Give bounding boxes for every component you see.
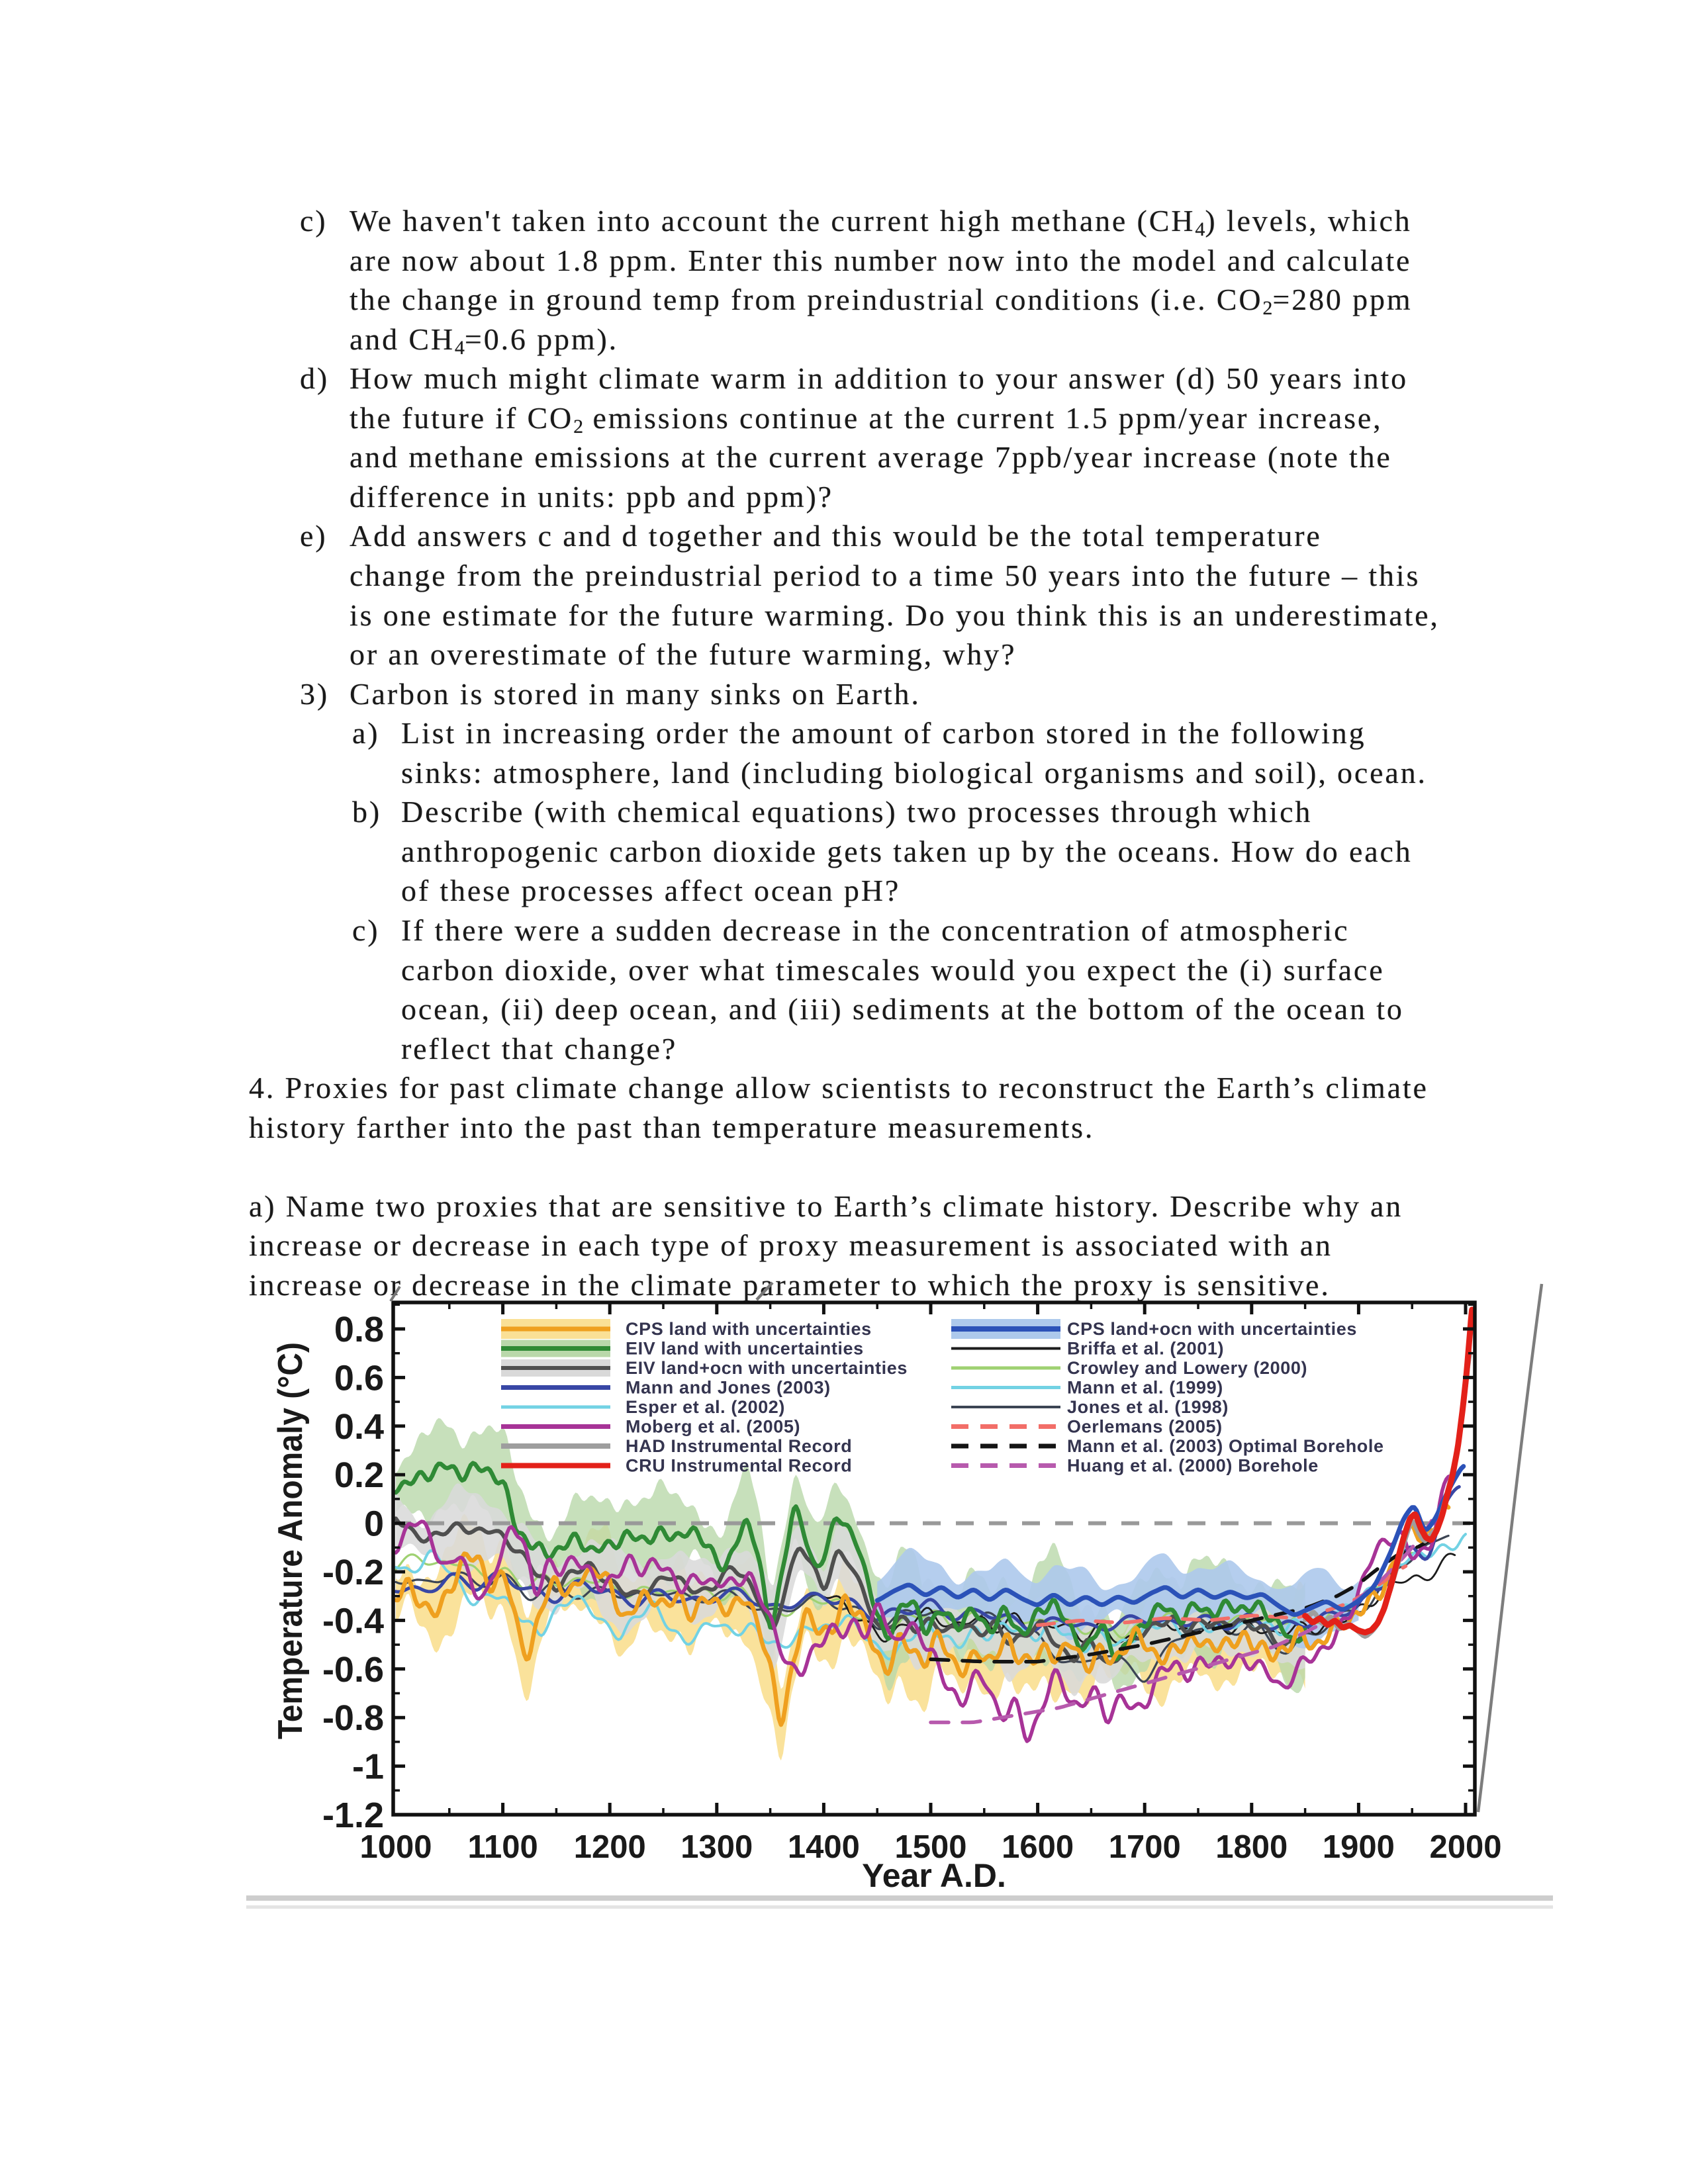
svg-text:1900: 1900 bbox=[1323, 1829, 1395, 1865]
svg-text:Mann et al. (1999): Mann et al. (1999) bbox=[1067, 1378, 1223, 1398]
svg-text:0.2: 0.2 bbox=[334, 1455, 384, 1495]
svg-text:-0.6: -0.6 bbox=[322, 1650, 384, 1690]
svg-text:Mann and Jones (2003): Mann and Jones (2003) bbox=[626, 1378, 831, 1398]
svg-text:-0.8: -0.8 bbox=[322, 1698, 384, 1738]
svg-text:1500: 1500 bbox=[894, 1829, 966, 1865]
svg-text:Oerlemans (2005): Oerlemans (2005) bbox=[1067, 1417, 1223, 1437]
svg-text:1700: 1700 bbox=[1109, 1829, 1181, 1865]
svg-text:Huang et al. (2000) Borehole: Huang et al. (2000) Borehole bbox=[1067, 1456, 1319, 1476]
svg-text:1100: 1100 bbox=[467, 1829, 538, 1865]
svg-text:1300: 1300 bbox=[680, 1829, 753, 1865]
svg-text:0.6: 0.6 bbox=[334, 1358, 384, 1398]
svg-text:-0.2: -0.2 bbox=[322, 1553, 384, 1592]
svg-text:0.8: 0.8 bbox=[334, 1310, 384, 1349]
svg-text:1200: 1200 bbox=[574, 1829, 646, 1865]
svg-text:CPS land+ocn with uncertaintie: CPS land+ocn with uncertainties bbox=[1067, 1319, 1357, 1339]
svg-text:1000: 1000 bbox=[359, 1829, 432, 1865]
svg-text:EIV land with uncertainties: EIV land with uncertainties bbox=[626, 1339, 864, 1359]
svg-text:-1.2: -1.2 bbox=[322, 1796, 384, 1835]
svg-text:Jones et al. (1998): Jones et al. (1998) bbox=[1067, 1397, 1229, 1417]
svg-text:Crowley and Lowery (2000): Crowley and Lowery (2000) bbox=[1067, 1358, 1307, 1378]
svg-text:HAD Instrumental Record: HAD Instrumental Record bbox=[626, 1436, 852, 1456]
svg-text:CRU Instrumental Record: CRU Instrumental Record bbox=[626, 1456, 852, 1476]
svg-text:0: 0 bbox=[364, 1504, 384, 1544]
svg-text:1400: 1400 bbox=[788, 1829, 860, 1865]
svg-text:Mann et al. (2003) Optimal Bor: Mann et al. (2003) Optimal Borehole bbox=[1067, 1436, 1384, 1456]
svg-text:-0.4: -0.4 bbox=[322, 1601, 384, 1641]
svg-text:Year A.D.: Year A.D. bbox=[862, 1857, 1006, 1894]
svg-text:-1: -1 bbox=[352, 1747, 384, 1787]
svg-text:0.4: 0.4 bbox=[334, 1407, 384, 1447]
svg-text:1600: 1600 bbox=[1002, 1829, 1074, 1865]
svg-text:Temperature Anomaly (°C): Temperature Anomaly (°C) bbox=[271, 1342, 310, 1739]
svg-text:Briffa et al. (2001): Briffa et al. (2001) bbox=[1067, 1339, 1224, 1359]
svg-text:EIV land+ocn with uncertaintie: EIV land+ocn with uncertainties bbox=[626, 1358, 908, 1378]
svg-text:1800: 1800 bbox=[1215, 1829, 1288, 1865]
svg-text:CPS land with uncertainties: CPS land with uncertainties bbox=[626, 1319, 872, 1339]
svg-text:2000: 2000 bbox=[1429, 1829, 1501, 1865]
svg-text:Moberg et al. (2005): Moberg et al. (2005) bbox=[626, 1417, 800, 1437]
svg-text:Esper et al. (2002): Esper et al. (2002) bbox=[626, 1397, 785, 1417]
